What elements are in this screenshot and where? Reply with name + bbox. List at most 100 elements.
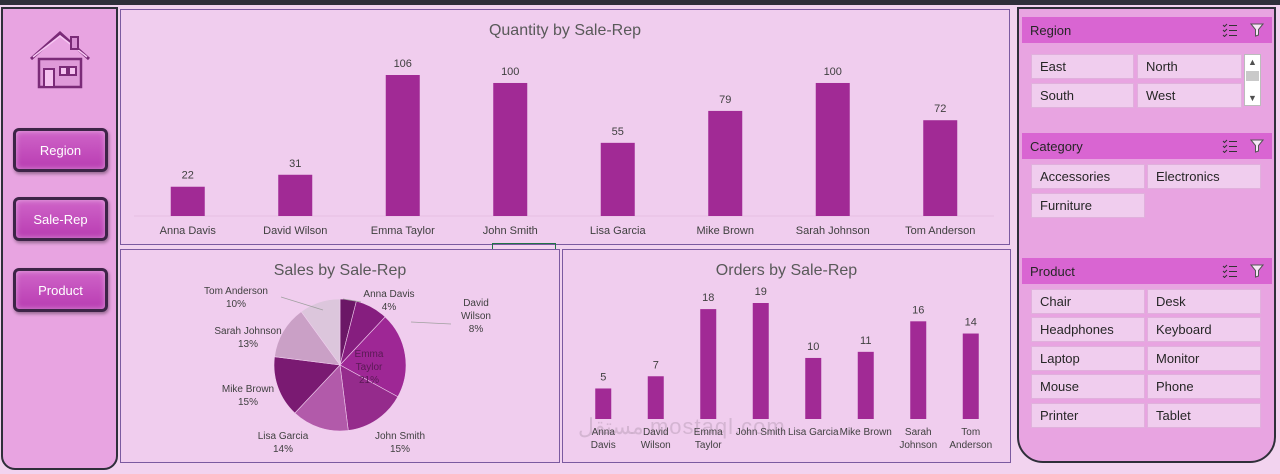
product-button[interactable]: Product	[13, 268, 108, 312]
orders-data-label-lisa-garcia: 10	[807, 341, 819, 353]
orders-tick-label-tom-anderson: Tom Anderson	[949, 427, 992, 451]
orders-tick-label-anna-davis: Anna Davis	[591, 427, 616, 451]
multi-select-icon[interactable]	[1222, 139, 1238, 153]
quantity-tick-label-mike-brown: Mike Brown	[697, 225, 754, 237]
sales-slice-john-smith	[339, 364, 399, 431]
quantity-tick-label-emma-taylor: Emma Taylor	[371, 225, 435, 237]
category-item-electronics[interactable]: Electronics	[1147, 164, 1261, 189]
orders-data-label-sarah-johnson: 16	[912, 304, 924, 316]
orders-chart-title: Orders by Sale-Rep	[715, 262, 858, 279]
product-item-laptop[interactable]: Laptop	[1031, 346, 1145, 371]
product-item-printer[interactable]: Printer	[1031, 403, 1145, 428]
scroll-thumb[interactable]	[1246, 71, 1259, 81]
orders-tick-label-mike-brown: Mike Brown	[840, 427, 892, 438]
quantity-bar-john-smith	[493, 82, 528, 216]
quantity-chart-title: Quantity by Sale-Rep	[488, 22, 642, 39]
product-slicer-header: Product	[1022, 258, 1272, 284]
orders-bar-tom-anderson	[962, 333, 979, 419]
orders-tick-label-sarah-johnson: Sarah Johnson	[899, 427, 937, 451]
sales-data-label-lisa-garcia: Lisa Garcia 14%	[258, 431, 309, 455]
quantity-bar-emma-taylor	[385, 75, 420, 216]
sales-slice-tom-anderson	[300, 298, 341, 366]
orders-tick-label-emma-taylor: Emma Taylor	[694, 427, 723, 451]
nav-panel: Region Sale-Rep Product	[1, 7, 118, 470]
category-slicer-header: Category	[1022, 133, 1272, 159]
region-button[interactable]: Region	[13, 128, 108, 172]
product-slicer-title: Product	[1030, 263, 1075, 279]
sales-data-label-sarah-johnson: Sarah Johnson 13%	[214, 326, 281, 350]
sales-data-label-emma-taylor: Emma Taylor 21%	[355, 349, 384, 386]
orders-data-label-mike-brown: 11	[860, 335, 871, 347]
quantity-bar-david-wilson	[278, 174, 313, 216]
product-item-headphones[interactable]: Headphones	[1031, 317, 1145, 342]
sales-leader-line-david-wilson	[410, 321, 452, 325]
region-slicer-header: Region	[1022, 17, 1272, 43]
quantity-tick-label-anna-davis: Anna Davis	[160, 225, 217, 237]
product-item-keyboard[interactable]: Keyboard	[1147, 317, 1261, 342]
watermark: مستقل mostaql.com	[578, 414, 786, 439]
quantity-data-label-tom-anderson: 72	[934, 103, 946, 115]
multi-select-icon[interactable]	[1222, 264, 1238, 278]
region-item-west[interactable]: West	[1137, 83, 1242, 108]
category-slicer: Category Accessories Electronics Furnitu…	[1022, 133, 1272, 225]
region-slicer: Region East North South West ▲ ▼	[1022, 17, 1272, 109]
category-slicer-title: Category	[1030, 138, 1083, 154]
orders-tick-label-david-wilson: David Wilson	[641, 427, 671, 451]
slicer-panel: Region East North South West ▲ ▼ Categor…	[1017, 7, 1276, 463]
quantity-data-label-david-wilson: 31	[289, 158, 301, 170]
product-item-tablet[interactable]: Tablet	[1147, 403, 1261, 428]
quantity-tick-label-tom-anderson: Tom Anderson	[905, 225, 975, 237]
orders-bar-emma-taylor	[700, 309, 717, 419]
scroll-down-icon[interactable]: ▼	[1248, 93, 1257, 103]
quantity-data-label-emma-taylor: 106	[394, 58, 412, 70]
orders-tick-label-lisa-garcia: Lisa Garcia	[788, 427, 839, 438]
product-item-chair[interactable]: Chair	[1031, 289, 1145, 314]
clear-filter-icon[interactable]	[1250, 23, 1264, 37]
home-icon[interactable]	[27, 29, 93, 91]
sales-pie-chart: Anna Davis 4% David Wilson 8% Emma Taylor 21% Jo…	[204, 286, 491, 455]
product-slicer: Product Chair Desk Headphones Keyboard L…	[1022, 258, 1272, 433]
sales-slice-emma-taylor	[339, 316, 407, 398]
category-item-accessories[interactable]: Accessories	[1031, 164, 1145, 189]
multi-select-icon[interactable]	[1222, 23, 1238, 37]
sales-data-label-anna-davis: Anna Davis 4%	[363, 289, 414, 313]
region-item-north[interactable]: North	[1137, 54, 1242, 79]
quantity-data-label-sarah-johnson: 100	[824, 66, 842, 78]
sales-leader-line-anna-davis	[342, 298, 362, 303]
clear-filter-icon[interactable]	[1250, 264, 1264, 278]
orders-data-label-john-smith: 19	[755, 286, 767, 298]
orders-bar-anna-davis	[595, 388, 612, 419]
product-item-mouse[interactable]: Mouse	[1031, 374, 1145, 399]
product-item-phone[interactable]: Phone	[1147, 374, 1261, 399]
orders-bar-sarah-johnson	[910, 321, 927, 419]
quantity-bar-sarah-johnson	[815, 82, 850, 216]
sales-data-label-david-wilson: David Wilson 8%	[461, 298, 491, 335]
orders-chart: 5 Anna Davis 7 David Wilson 18 Emma Taylor 19 John…	[591, 286, 992, 451]
quantity-tick-label-david-wilson: David Wilson	[263, 225, 327, 237]
region-item-east[interactable]: East	[1031, 54, 1134, 79]
sales-slice-lisa-garcia	[294, 364, 349, 432]
orders-bar-lisa-garcia	[805, 357, 822, 419]
sales-chart-panel: Sales by Sale-Rep Anna Davis 4% David Wilso…	[120, 249, 560, 463]
sale-rep-button[interactable]: Sale-Rep	[13, 197, 108, 241]
region-item-south[interactable]: South	[1031, 83, 1134, 108]
clear-filter-icon[interactable]	[1250, 139, 1264, 153]
sales-chart-title: Sales by Sale-Rep	[273, 262, 407, 279]
quantity-bar-tom-anderson	[923, 120, 958, 216]
orders-tick-label-john-smith: John Smith	[736, 427, 786, 438]
region-scrollbar[interactable]: ▲ ▼	[1244, 54, 1261, 106]
orders-chart-panel: Orders by Sale-Rep 5 Anna Davis 7 David Wilso…	[562, 249, 1011, 463]
sales-data-label-john-smith: John Smith 15%	[375, 431, 425, 455]
orders-data-label-emma-taylor: 18	[702, 292, 714, 304]
quantity-tick-label-lisa-garcia: Lisa Garcia	[590, 225, 647, 237]
category-item-furniture[interactable]: Furniture	[1031, 193, 1145, 218]
product-item-desk[interactable]: Desk	[1147, 289, 1261, 314]
quantity-data-label-mike-brown: 79	[719, 94, 731, 106]
top-border	[0, 0, 1280, 5]
sales-data-label-tom-anderson: Tom Anderson 10%	[204, 286, 268, 310]
product-item-monitor[interactable]: Monitor	[1147, 346, 1261, 371]
quantity-data-label-lisa-garcia: 55	[612, 126, 624, 138]
scroll-up-icon[interactable]: ▲	[1248, 57, 1257, 67]
quantity-tick-label-john-smith: John Smith	[483, 225, 538, 237]
quantity-data-label-john-smith: 100	[501, 66, 519, 78]
